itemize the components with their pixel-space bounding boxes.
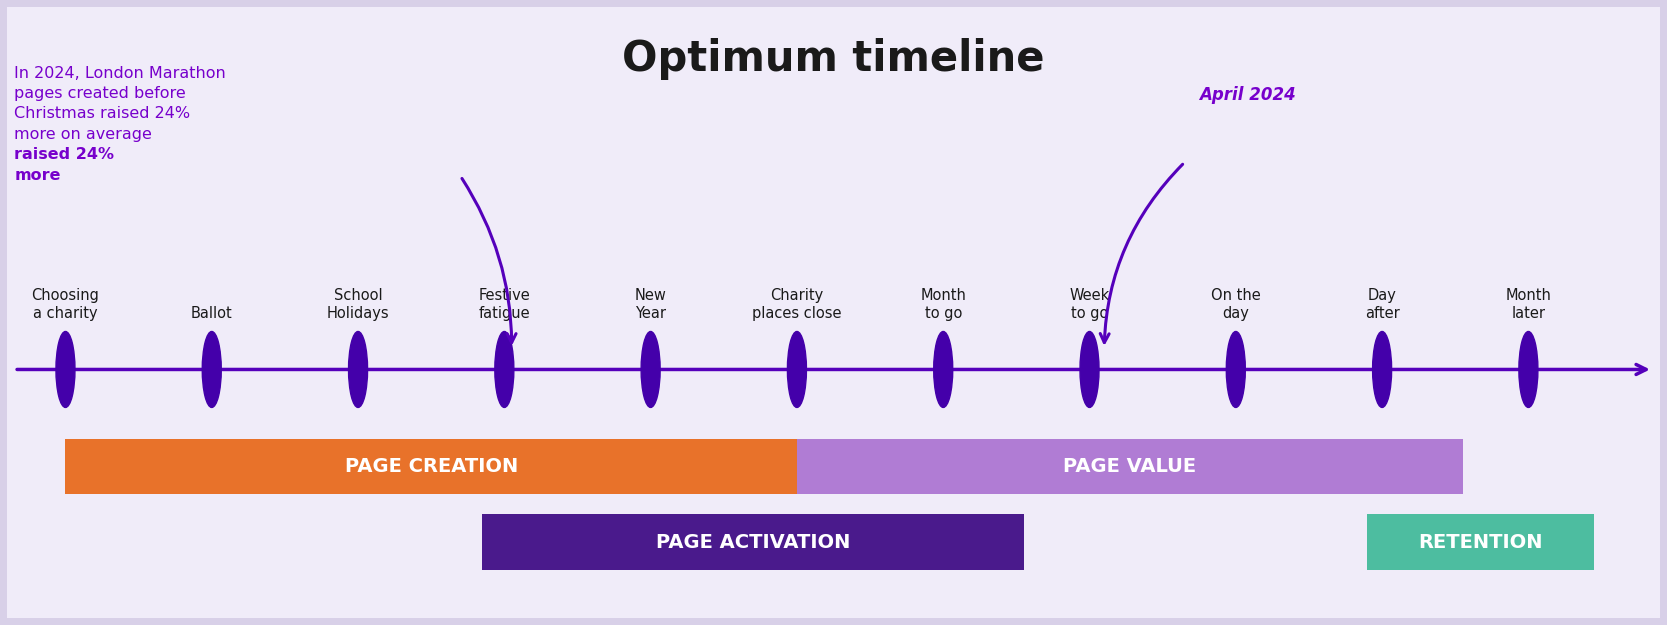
Ellipse shape [1519,331,1539,408]
Ellipse shape [202,331,222,408]
Text: Month
to go: Month to go [920,288,967,321]
Ellipse shape [348,331,367,408]
Ellipse shape [642,331,660,408]
Text: RETENTION: RETENTION [1419,532,1544,552]
Text: PAGE VALUE: PAGE VALUE [1064,457,1197,476]
Text: Ballot: Ballot [192,306,233,321]
Text: Charity
places close: Charity places close [752,288,842,321]
Text: In 2024, London Marathon
pages created before
Christmas raised 24%
more on avera: In 2024, London Marathon pages created b… [15,66,227,142]
Ellipse shape [57,331,75,408]
Text: School
Holidays: School Holidays [327,288,390,321]
Text: April 2024: April 2024 [1199,86,1295,104]
FancyBboxPatch shape [65,439,797,494]
FancyBboxPatch shape [797,439,1462,494]
Text: Day
after: Day after [1365,288,1400,321]
Ellipse shape [495,331,513,408]
Text: Choosing
a charity: Choosing a charity [32,288,100,321]
Text: PAGE ACTIVATION: PAGE ACTIVATION [655,532,850,552]
FancyBboxPatch shape [1367,514,1594,570]
Ellipse shape [1372,331,1392,408]
Ellipse shape [1227,331,1245,408]
Ellipse shape [787,331,807,408]
Text: Festive
fatigue: Festive fatigue [478,288,530,321]
Text: Month
later: Month later [1505,288,1552,321]
Text: New
Year: New Year [635,288,667,321]
Text: PAGE CREATION: PAGE CREATION [345,457,518,476]
Text: On the
day: On the day [1210,288,1260,321]
Text: Week
to go: Week to go [1070,288,1110,321]
FancyBboxPatch shape [3,0,1664,625]
Ellipse shape [934,331,954,408]
Text: raised 24%
more: raised 24% more [15,66,115,182]
Text: Optimum timeline: Optimum timeline [622,38,1045,80]
Ellipse shape [1080,331,1099,408]
FancyBboxPatch shape [482,514,1024,570]
